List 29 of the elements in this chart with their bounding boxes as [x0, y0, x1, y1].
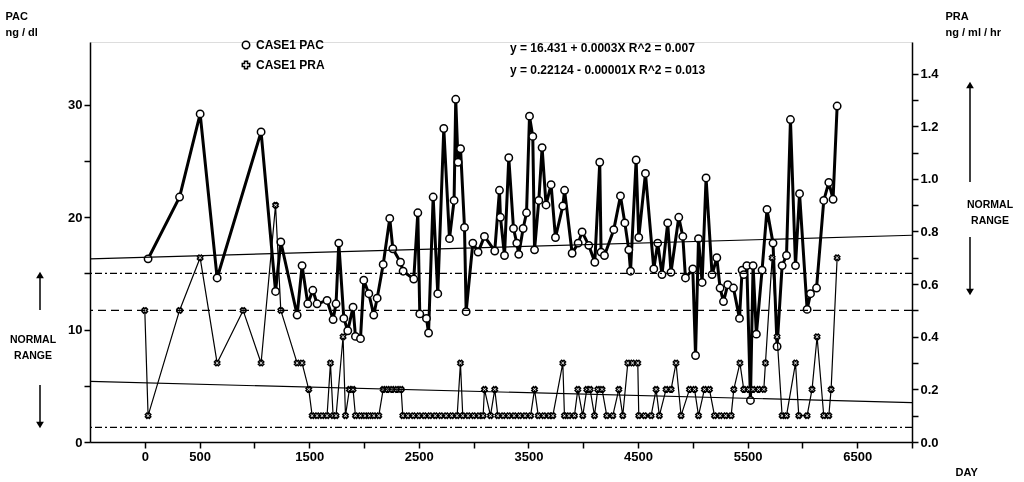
y2-tick-label: 0.2: [920, 381, 939, 397]
y-tick-label: 0: [75, 434, 83, 450]
y-tick-label: 20: [68, 209, 83, 225]
text: NORMAL RANGE: [9, 333, 57, 361]
y2-tick-label: 1.4: [920, 66, 940, 82]
annotation: y = 0.22124 - 0.00001X R^2 = 0.013: [510, 63, 706, 77]
annotation: y = 16.431 + 0.0003X R^2 = 0.007: [510, 41, 696, 55]
y2-tick-label: 0.4: [920, 329, 940, 345]
x-tick-label: 500: [189, 448, 211, 464]
y-tick-label: 10: [68, 322, 83, 338]
x-tick-label: 2500: [404, 448, 434, 464]
text: NORMAL RANGE: [966, 198, 1014, 226]
y2-tick-label: 0.0: [920, 434, 939, 450]
x-tick-label: 6500: [843, 448, 873, 464]
y-axis-title: PAC ng / dl: [5, 9, 38, 38]
x-tick-label: 4500: [624, 448, 653, 464]
legend-label: CASE1 PRA: [256, 58, 326, 72]
y2-axis-title: PRA ng / ml / hr: [945, 9, 1002, 38]
x-tick-label: 1500: [295, 448, 325, 464]
x-tick-label: 3500: [514, 448, 544, 464]
y2-tick-label: 0.6: [920, 276, 939, 292]
y2-tick-label: 1.2: [920, 118, 939, 134]
y2-tick-label: 1.0: [920, 171, 939, 187]
y2-tick-label: 0.8: [920, 223, 939, 239]
x-tick-label: 0: [141, 448, 149, 464]
x-axis-title: DAY: [955, 465, 979, 478]
y-tick-label: 30: [68, 97, 83, 113]
legend-label: CASE1 PAC: [256, 38, 325, 52]
x-tick-label: 5500: [733, 448, 763, 464]
